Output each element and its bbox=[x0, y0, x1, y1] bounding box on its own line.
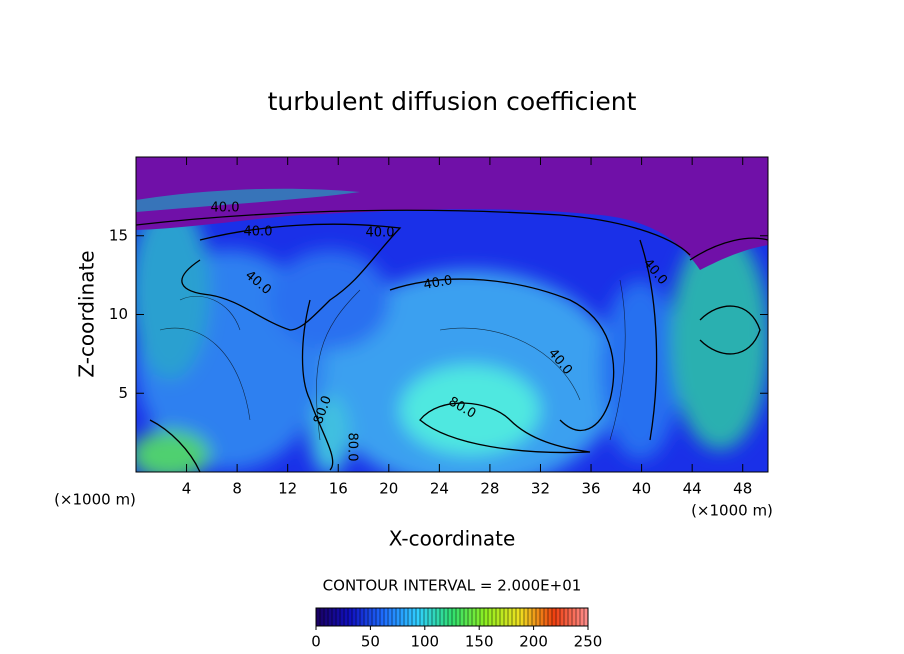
x-tick-label: 44 bbox=[683, 480, 702, 498]
contour-label: 80.0 bbox=[345, 433, 360, 462]
x-unit: (×1000 m) bbox=[691, 502, 773, 520]
y-tick-label: 5 bbox=[118, 384, 128, 402]
chart-title: turbulent diffusion coefficient bbox=[268, 87, 637, 116]
contour-note: CONTOUR INTERVAL = 2.000E+01 bbox=[323, 577, 582, 595]
x-tick-label: 24 bbox=[430, 480, 449, 498]
x-tick-label: 40 bbox=[632, 480, 651, 498]
x-tick-label: 12 bbox=[278, 480, 297, 498]
x-tick-label: 16 bbox=[329, 480, 348, 498]
y-tick-label: 15 bbox=[109, 226, 128, 244]
colorbar-tick-label: 0 bbox=[311, 633, 321, 651]
x-tick-label: 28 bbox=[480, 480, 499, 498]
colorbar-tick-label: 250 bbox=[574, 633, 603, 651]
contour-label: 40.0 bbox=[211, 201, 240, 216]
field bbox=[136, 157, 768, 472]
x-tick-label: 32 bbox=[531, 480, 550, 498]
y-tick-label: 10 bbox=[109, 305, 128, 323]
y-axis-label: Z-coordinate bbox=[75, 250, 99, 377]
x-tick-label: 36 bbox=[581, 480, 600, 498]
colorbar-tick-label: 150 bbox=[465, 633, 494, 651]
x-tick-label: 8 bbox=[232, 480, 242, 498]
colorbar-tick-label: 50 bbox=[361, 633, 380, 651]
x-tick-label: 20 bbox=[379, 480, 398, 498]
x-axis-label: X-coordinate bbox=[389, 527, 516, 551]
x-tick-label: 48 bbox=[733, 480, 752, 498]
y-unit: (×1000 m) bbox=[54, 491, 136, 509]
contour-label: 40.0 bbox=[244, 225, 273, 240]
colorbar-tick-label: 100 bbox=[410, 633, 439, 651]
x-tick-label: 4 bbox=[182, 480, 192, 498]
contour-label: 40.0 bbox=[422, 273, 453, 293]
contour-label: 40.0 bbox=[366, 226, 395, 241]
colorbar-tick-label: 200 bbox=[519, 633, 548, 651]
